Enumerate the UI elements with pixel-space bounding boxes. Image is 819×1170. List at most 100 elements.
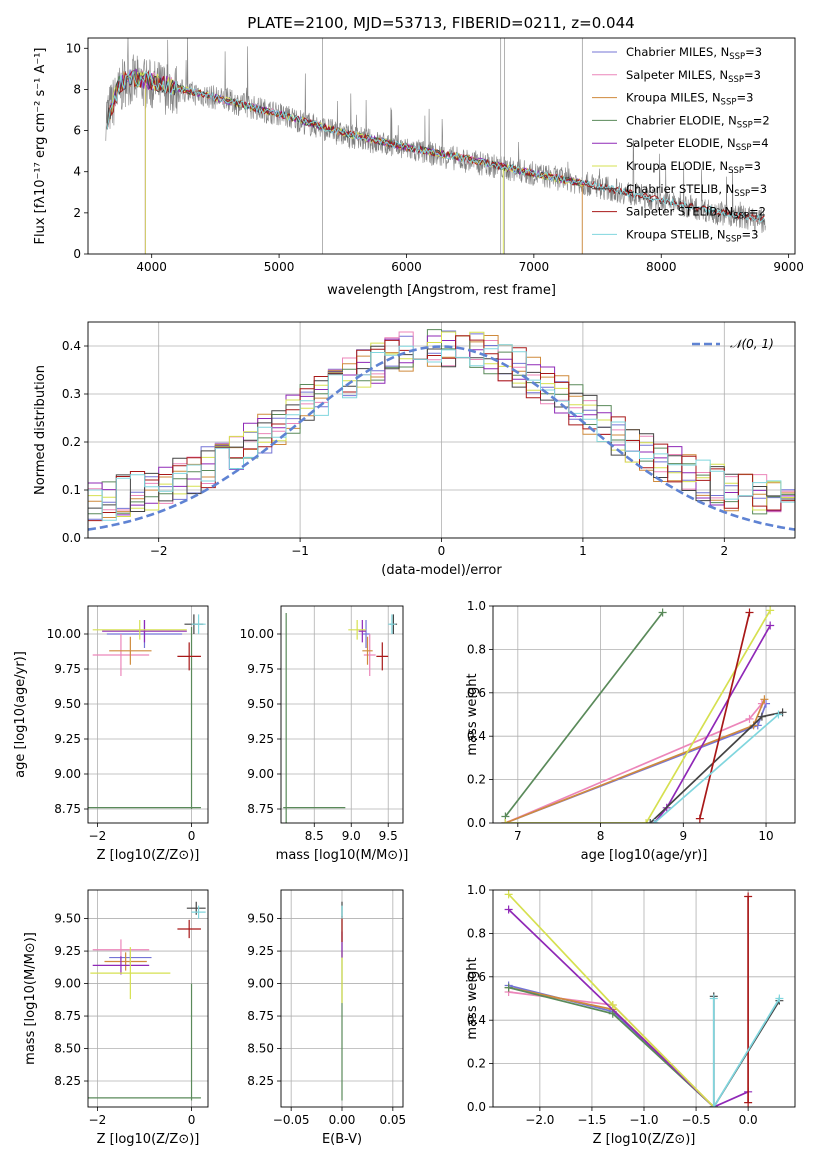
y-tick-label: 8 — [73, 82, 81, 96]
y-tick-label: 8.75 — [247, 1009, 274, 1023]
legend-label: Chabrier MILES, NSSP=3 — [626, 45, 762, 62]
x-tick-label: 0 — [188, 1113, 196, 1127]
weight-line — [505, 703, 767, 823]
errorbar-point — [177, 919, 201, 939]
legend-label: Kroupa ELODIE, NSSP=3 — [626, 159, 761, 176]
x-tick-label: −1 — [291, 544, 309, 558]
weight-marker — [766, 621, 775, 630]
legend-label: 𝒩(0, 1) — [730, 337, 774, 351]
y-tick-label: 9.00 — [54, 767, 81, 781]
errorbar-point — [363, 634, 376, 676]
y-axis-label: mass weight — [465, 957, 480, 1039]
x-tick-label: 8.5 — [305, 829, 324, 843]
errorbar-point — [348, 620, 367, 640]
x-tick-label: 9000 — [773, 260, 804, 274]
errorbar-point — [388, 614, 396, 634]
x-tick-label: −1.0 — [629, 1113, 658, 1127]
weight-marker — [709, 994, 718, 1003]
normal-curve-line — [88, 345, 795, 531]
panel-weight-vs-age: 7 8 9 10 0.0 0.2 0.4 0.6 0.8 1.0 age [log10(age/yr… — [465, 599, 796, 863]
x-tick-label: 2 — [720, 544, 728, 558]
y-tick-label: 9.50 — [54, 912, 81, 926]
y-tick-label: 8.25 — [247, 1074, 274, 1088]
x-tick-label: 10 — [758, 829, 773, 843]
y-tick-label: 0.2 — [467, 1057, 486, 1071]
x-axis-label: Z [log10(Z/Z⊙)] — [593, 1132, 696, 1147]
y-tick-label: 0.6 — [467, 970, 486, 984]
errorbar-point — [376, 642, 389, 671]
x-tick-label: −1.5 — [577, 1113, 606, 1127]
errorbar-point — [362, 636, 373, 665]
weight-marker — [709, 1103, 718, 1107]
weight-marker — [775, 994, 784, 1003]
x-tick-label: 0 — [188, 829, 196, 843]
y-tick-label: 8.50 — [54, 1042, 81, 1056]
x-tick-label: 4000 — [136, 260, 167, 274]
y-tick-label: 0.0 — [467, 816, 486, 830]
panel-mass-vs-Z: −2 0 8.25 8.50 8.75 9.00 9.25 9.50 Z [log10(Z/Z⊙… — [23, 889, 209, 1147]
x-axis-label: age [log10(age/yr)] — [581, 848, 708, 863]
x-axis-label: wavelength [Angstrom, rest frame] — [327, 283, 556, 298]
y-tick-label: 0.1 — [62, 483, 81, 497]
y-tick-label: 0.8 — [467, 926, 486, 940]
y-tick-label: 9.00 — [247, 977, 274, 991]
axes-frame — [87, 321, 796, 539]
y-tick-label: 8.25 — [54, 1074, 81, 1088]
y-tick-label: 8.75 — [247, 802, 274, 816]
weight-marker — [778, 708, 787, 717]
y-tick-label: 0.0 — [467, 1100, 486, 1114]
x-tick-label: −2 — [150, 544, 168, 558]
weight-marker — [646, 819, 655, 823]
y-axis-label: Flux [fλ10⁻¹⁷ erg cm⁻² s⁻¹ A⁻¹] — [33, 48, 48, 245]
y-tick-label: 9.00 — [54, 977, 81, 991]
weight-marker — [745, 608, 754, 617]
x-axis-label: (data-model)/error — [381, 563, 502, 578]
y-tick-label: 9.50 — [247, 697, 274, 711]
weight-line — [507, 893, 715, 1107]
x-axis-label: mass [log10(M/M⊙)] — [276, 848, 409, 863]
y-axis-label: mass weight — [465, 673, 480, 755]
weight-marker — [695, 814, 704, 823]
y-tick-label: 9.75 — [247, 662, 274, 676]
y-tick-label: 8.75 — [54, 1009, 81, 1023]
panel-age-vs-Z: −2 0 8.75 9.00 9.25 9.50 9.75 10.00 Z [log10(Z/Z… — [13, 605, 209, 863]
errorbar-point — [186, 901, 206, 915]
model-line — [106, 71, 765, 223]
weight-line — [712, 998, 781, 1107]
y-tick-label: 0.4 — [62, 339, 81, 353]
x-axis-label: Z [log10(Z/Z⊙)] — [97, 1132, 200, 1147]
weight-marker — [504, 905, 513, 914]
errorbar-point — [191, 614, 206, 634]
errorbar-point — [177, 642, 201, 671]
x-tick-label: 0.00 — [329, 1113, 356, 1127]
y-tick-label: 1.0 — [467, 883, 486, 897]
weight-marker — [774, 710, 783, 719]
plot-area — [281, 890, 403, 1107]
weight-line — [698, 612, 751, 819]
legend-label: Chabrier ELODIE, NSSP=2 — [626, 113, 770, 130]
y-tick-label: 2 — [73, 206, 81, 220]
weight-marker — [608, 1001, 617, 1010]
plot-area — [493, 890, 795, 1107]
legend-label: Salpeter MILES, NSSP=3 — [626, 68, 761, 85]
weight-marker — [658, 608, 667, 617]
errorbar-point — [362, 620, 370, 648]
y-tick-label: 9.50 — [247, 912, 274, 926]
weight-marker — [608, 1009, 617, 1018]
y-tick-label: 9.25 — [54, 944, 81, 958]
model-line — [106, 70, 765, 223]
x-tick-label: 0.05 — [379, 1113, 406, 1127]
x-tick-label: 9.0 — [342, 829, 361, 843]
weight-line — [505, 609, 771, 823]
x-tick-label: 9.5 — [379, 829, 398, 843]
weight-line — [653, 713, 780, 823]
x-tick-label: −2 — [89, 829, 107, 843]
weight-marker — [501, 819, 510, 823]
weight-marker — [766, 606, 775, 615]
legend-label: Salpeter STELIB, NSSP=2 — [626, 205, 766, 222]
y-tick-label: 0.3 — [62, 387, 81, 401]
y-axis-label: Normed distribution — [33, 365, 48, 495]
y-tick-label: 9.25 — [247, 944, 274, 958]
x-tick-label: −2 — [89, 1113, 107, 1127]
y-tick-label: 9.25 — [247, 732, 274, 746]
